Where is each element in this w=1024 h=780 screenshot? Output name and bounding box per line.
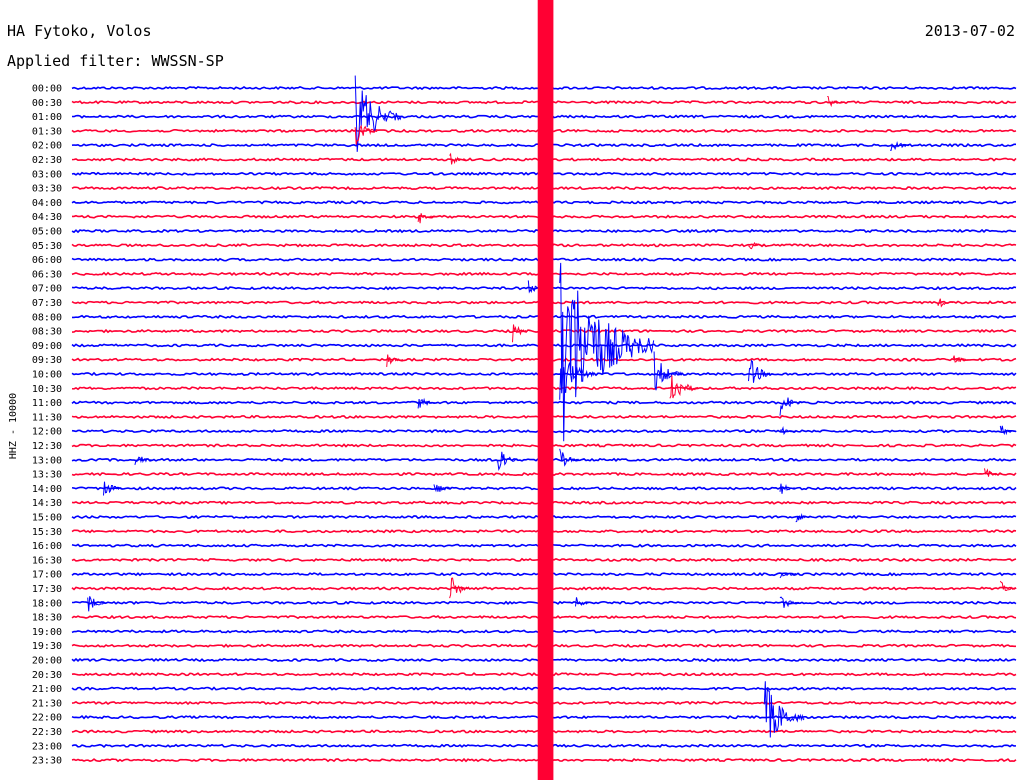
time-label: 07:30 xyxy=(32,298,62,309)
time-label: 20:30 xyxy=(32,670,62,681)
event-burst xyxy=(748,241,765,250)
event-burst xyxy=(512,324,532,343)
filter-subtitle: Applied filter: WWSSN-SP xyxy=(7,52,224,70)
time-label: 19:00 xyxy=(32,627,62,638)
event-burst xyxy=(417,397,436,409)
time-label: 03:00 xyxy=(32,169,62,180)
event-burst xyxy=(134,456,152,465)
time-label: 06:00 xyxy=(32,255,62,266)
time-label: 07:00 xyxy=(32,284,62,295)
time-label: 20:00 xyxy=(32,656,62,667)
event-burst xyxy=(496,451,519,471)
event-burst xyxy=(999,425,1017,436)
event-burst xyxy=(779,572,797,579)
overlay xyxy=(537,0,554,780)
event-burst xyxy=(354,75,402,152)
event-burst xyxy=(937,298,954,308)
saturated-event-band xyxy=(537,0,554,780)
date-label: 2013-07-02 xyxy=(924,22,1015,40)
time-label: 18:30 xyxy=(32,613,62,624)
time-label: 09:30 xyxy=(32,355,62,366)
time-label: 16:30 xyxy=(32,555,62,566)
event-burst xyxy=(952,355,970,363)
y-axis-label: HHZ - 10000 xyxy=(8,393,19,459)
event-burst xyxy=(417,213,436,224)
time-label: 01:00 xyxy=(32,112,62,123)
event-burst xyxy=(890,140,910,151)
event-burst xyxy=(87,596,108,612)
time-label: 18:00 xyxy=(32,598,62,609)
event-burst xyxy=(779,596,800,608)
event-burst xyxy=(449,152,466,165)
time-label: 16:00 xyxy=(32,541,62,552)
time-label: 03:30 xyxy=(32,184,62,195)
time-label: 11:00 xyxy=(32,398,62,409)
event-burst xyxy=(779,397,803,416)
event-burst xyxy=(779,425,797,436)
event-burst xyxy=(103,481,123,496)
time-label: 13:00 xyxy=(32,455,62,466)
time-label: 15:00 xyxy=(32,513,62,524)
time-label: 23:00 xyxy=(32,741,62,752)
event-burst xyxy=(559,262,655,442)
time-label: 02:30 xyxy=(32,155,62,166)
event-burst xyxy=(575,597,592,607)
time-label: 05:00 xyxy=(32,227,62,238)
time-label: 01:30 xyxy=(32,126,62,137)
time-label: 21:00 xyxy=(32,684,62,695)
time-label: 13:30 xyxy=(32,470,62,481)
time-label: 06:30 xyxy=(32,269,62,280)
event-burst xyxy=(559,448,579,467)
event-burst xyxy=(779,483,797,494)
time-label: 04:00 xyxy=(32,198,62,209)
time-label: 08:00 xyxy=(32,312,62,323)
time-labels: 00:00 00:30 01:00 01:30 02:00 02:30 03:00 03:30… xyxy=(32,84,62,767)
time-label: 08:30 xyxy=(32,327,62,338)
time-label: 17:00 xyxy=(32,570,62,581)
event-burst xyxy=(559,362,595,400)
time-label: 00:30 xyxy=(32,98,62,109)
event-burst xyxy=(748,359,774,383)
time-label: 09:00 xyxy=(32,341,62,352)
time-label: 11:30 xyxy=(32,412,62,423)
event-burst xyxy=(827,95,844,108)
time-label: 10:30 xyxy=(32,384,62,395)
time-label: 15:30 xyxy=(32,527,62,538)
time-label: 14:30 xyxy=(32,498,62,509)
station-title: HA Fytoko, Volos xyxy=(7,22,152,40)
event-burst xyxy=(386,354,404,367)
time-label: 12:30 xyxy=(32,441,62,452)
time-label: 02:00 xyxy=(32,141,62,152)
time-label: 12:00 xyxy=(32,427,62,438)
time-label: 19:30 xyxy=(32,641,62,652)
time-label: 14:00 xyxy=(32,484,62,495)
time-label: 22:30 xyxy=(32,727,62,738)
events xyxy=(87,75,1017,738)
time-label: 17:30 xyxy=(32,584,62,595)
time-label: 10:00 xyxy=(32,370,62,381)
event-burst xyxy=(984,468,1001,477)
time-label: 05:30 xyxy=(32,241,62,252)
event-burst xyxy=(449,577,472,599)
event-burst xyxy=(763,681,805,738)
event-burst xyxy=(999,580,1017,591)
time-label: 23:30 xyxy=(32,756,62,767)
time-label: 22:00 xyxy=(32,713,62,724)
event-burst xyxy=(433,484,452,493)
time-label: 00:00 xyxy=(32,84,62,95)
event-burst xyxy=(653,351,683,391)
event-burst xyxy=(795,513,812,523)
event-burst xyxy=(354,124,378,145)
time-label: 04:30 xyxy=(32,212,62,223)
event-burst xyxy=(669,375,699,399)
time-label: 21:30 xyxy=(32,698,62,709)
